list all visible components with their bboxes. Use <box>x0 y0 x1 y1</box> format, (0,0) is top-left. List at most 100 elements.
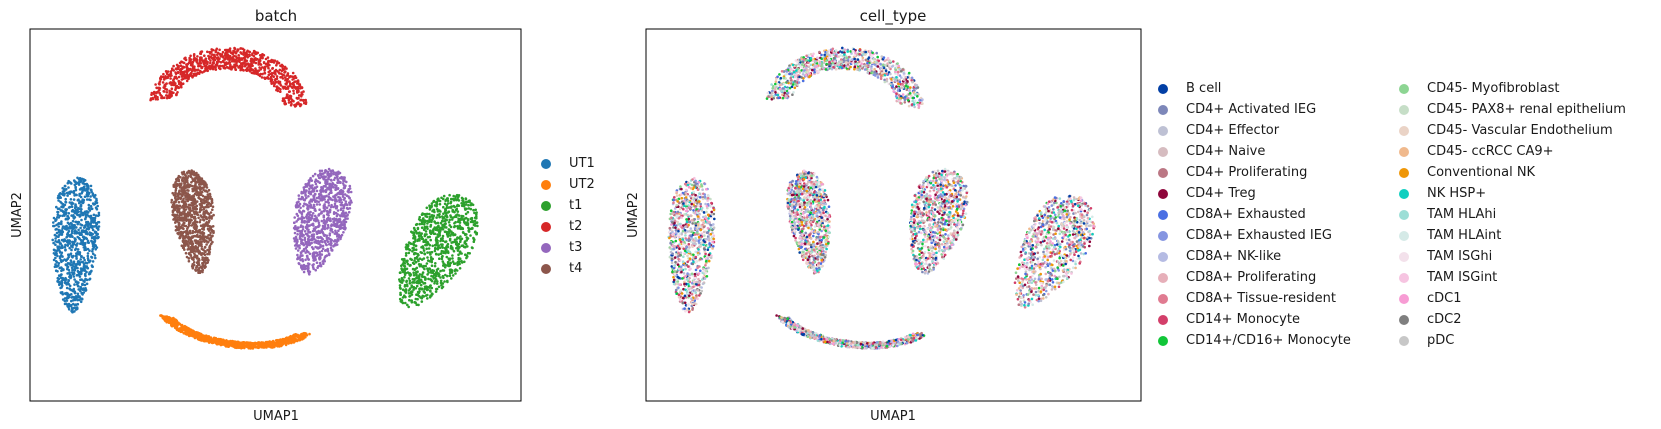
data-point <box>192 190 195 193</box>
data-point <box>409 264 412 267</box>
data-point <box>194 333 197 336</box>
data-point <box>70 259 73 262</box>
data-point <box>404 302 407 305</box>
data-point <box>82 244 85 247</box>
data-point <box>242 69 245 72</box>
data-point <box>59 257 62 260</box>
data-point <box>178 201 181 204</box>
data-point <box>467 252 470 255</box>
data-point <box>206 61 209 64</box>
data-point <box>80 255 83 258</box>
data-point <box>330 188 333 191</box>
data-point <box>68 262 71 265</box>
data-point <box>451 257 454 260</box>
data-point <box>181 68 184 71</box>
data-point <box>220 55 223 58</box>
data-point <box>66 194 69 197</box>
data-point <box>440 280 443 283</box>
data-point <box>426 262 429 265</box>
data-point <box>314 229 317 232</box>
data-point <box>168 321 171 324</box>
data-point <box>468 230 471 233</box>
data-point <box>399 280 402 283</box>
data-point <box>407 263 410 266</box>
data-point <box>268 74 271 77</box>
data-point <box>69 201 72 204</box>
data-point <box>461 197 464 200</box>
data-point <box>76 267 79 270</box>
data-point <box>57 264 60 267</box>
data-point <box>89 224 92 227</box>
data-point <box>427 259 430 262</box>
data-point <box>73 232 76 235</box>
data-point <box>312 223 315 226</box>
data-point <box>431 287 434 290</box>
data-point <box>417 304 420 307</box>
data-point <box>461 227 464 230</box>
data-point <box>306 249 309 252</box>
data-point <box>250 60 253 63</box>
data-point <box>203 54 206 57</box>
data-point <box>463 246 466 249</box>
data-point <box>303 202 306 205</box>
data-point <box>224 340 227 343</box>
data-point <box>415 245 418 248</box>
data-point <box>426 297 429 300</box>
data-point <box>430 278 433 281</box>
data-point <box>301 217 304 220</box>
data-point <box>462 205 465 208</box>
data-point <box>405 288 408 291</box>
data-point <box>63 190 66 193</box>
data-point <box>342 195 345 198</box>
data-point <box>97 237 100 240</box>
data-point <box>83 178 86 181</box>
data-point <box>176 91 179 94</box>
data-point <box>68 271 71 274</box>
data-point <box>264 68 267 71</box>
data-point <box>231 66 234 69</box>
data-point <box>445 212 448 215</box>
data-point <box>406 304 409 307</box>
data-point <box>171 199 174 202</box>
data-point <box>312 190 315 193</box>
data-point <box>301 197 304 200</box>
data-point <box>446 197 449 200</box>
data-point <box>151 92 154 95</box>
data-point <box>279 88 282 91</box>
data-point <box>405 252 408 255</box>
data-point <box>445 247 448 250</box>
data-point <box>450 245 453 248</box>
data-point <box>80 292 83 295</box>
data-point <box>83 226 86 229</box>
data-point <box>454 221 457 224</box>
data-point <box>201 339 204 342</box>
data-point <box>95 224 98 227</box>
data-point <box>282 98 285 101</box>
data-point <box>427 236 430 239</box>
data-point <box>87 255 90 258</box>
data-point <box>336 215 339 218</box>
data-point <box>447 202 450 205</box>
data-point <box>173 83 176 86</box>
data-point <box>69 276 72 279</box>
data-point <box>435 253 438 256</box>
data-point <box>421 287 424 290</box>
data-point <box>343 180 346 183</box>
data-point <box>93 195 96 198</box>
data-point <box>323 203 326 206</box>
data-point <box>70 293 73 296</box>
data-point <box>349 207 352 210</box>
data-point <box>405 260 408 263</box>
data-point <box>456 208 459 211</box>
data-point <box>270 82 273 85</box>
data-point <box>179 73 182 76</box>
data-point <box>448 224 451 227</box>
data-point <box>298 247 301 250</box>
data-point <box>218 49 221 52</box>
data-point <box>457 226 460 229</box>
data-point <box>258 341 261 344</box>
data-point <box>444 266 447 269</box>
data-point <box>87 221 90 224</box>
data-point <box>334 243 337 246</box>
data-point <box>469 234 472 237</box>
